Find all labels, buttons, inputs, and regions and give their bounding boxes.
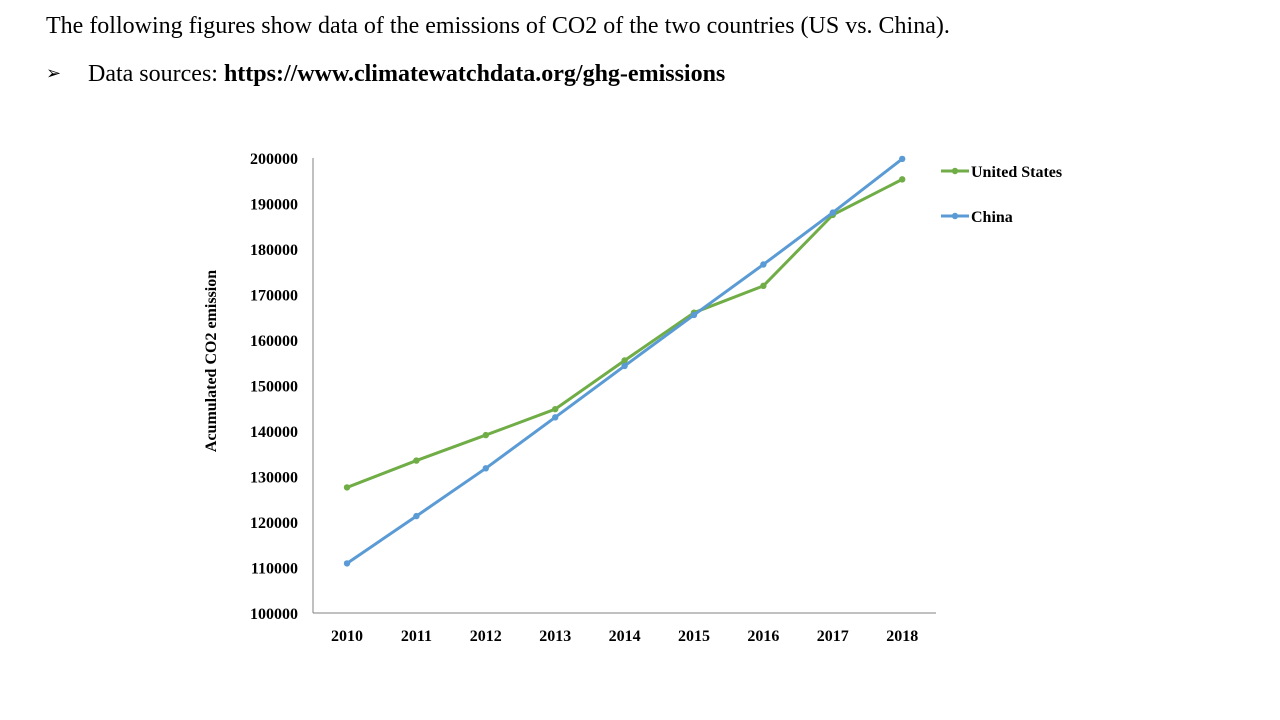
x-tick-label: 2013: [539, 628, 571, 645]
data-point-china: [760, 261, 767, 268]
series-line-united-states: [345, 177, 904, 489]
y-tick-label: 110000: [251, 561, 298, 578]
data-sources-url: https://www.climatewatchdata.org/ghg-emi…: [223, 61, 726, 87]
arrow-bullet-icon: ➢: [46, 63, 62, 84]
y-tick-label: 100000: [250, 606, 298, 623]
data-point-united-states: [482, 431, 489, 439]
x-tick-label: 2015: [678, 628, 710, 645]
data-point-united-states: [343, 484, 351, 491]
x-tick-label: 2012: [470, 628, 502, 645]
y-tick-label: 120000: [250, 515, 298, 532]
data-point-china: [413, 512, 420, 520]
intro-text: The following figures show data of the e…: [46, 13, 950, 39]
data-point-china: [343, 560, 351, 567]
data-point-united-states: [552, 405, 559, 413]
y-axis-title: Acumulated CO2 emission: [203, 270, 220, 452]
x-tick-label: 2017: [817, 628, 849, 645]
legend-label-china: China: [971, 209, 1013, 226]
data-point-china: [690, 311, 698, 319]
data-sources-label: Data sources:: [88, 61, 224, 87]
x-tick-label: 2010: [331, 628, 363, 645]
y-tick-label: 130000: [250, 470, 298, 487]
y-tick-label: 180000: [250, 242, 298, 259]
data-point-united-states: [621, 357, 628, 364]
y-tick-labels: 100000 110000 120000 130000 140000 150000 1600…: [250, 151, 298, 623]
data-sources-text: Data sources: https://www.climatewatchda…: [88, 58, 725, 90]
data-point-united-states: [899, 176, 906, 183]
y-tick-label: 190000: [250, 197, 298, 214]
data-point-china: [552, 414, 559, 421]
y-tick-label: 140000: [250, 424, 298, 441]
x-tick-label: 2018: [886, 628, 918, 645]
y-tick-label: 150000: [250, 379, 298, 396]
x-tick-label: 2011: [401, 628, 432, 645]
x-tick-label: 2014: [609, 628, 641, 645]
chart-legend: United States China: [941, 164, 1062, 226]
y-tick-label: 160000: [250, 333, 298, 350]
data-point-china: [899, 155, 906, 163]
y-tick-label: 170000: [250, 288, 298, 305]
data-point-china: [829, 209, 836, 216]
y-tick-label: 200000: [250, 151, 298, 168]
legend-label-united-states: United States: [971, 164, 1062, 181]
legend-marker-china: [951, 212, 959, 220]
data-point-china: [621, 362, 628, 370]
legend-marker-united-states: [951, 167, 959, 175]
data-point-united-states: [760, 282, 767, 290]
data-point-china: [482, 465, 489, 472]
x-tick-label: 2016: [747, 628, 779, 645]
x-tick-labels: 2010 2011 2012 2013 2014 2015 2016 2017 2018: [331, 628, 918, 645]
series-lines: [343, 155, 906, 567]
data-point-united-states: [413, 457, 420, 464]
